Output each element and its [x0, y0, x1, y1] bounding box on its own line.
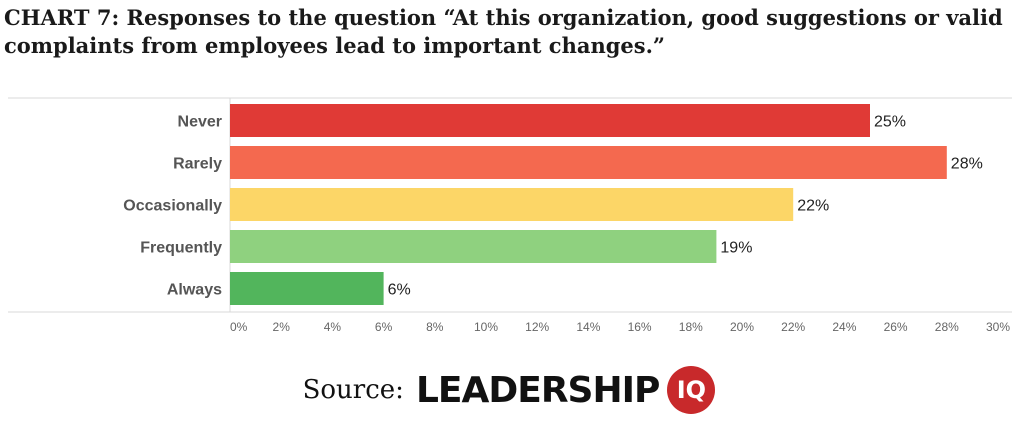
- x-tick-label: 10%: [474, 320, 498, 334]
- value-label-always: 6%: [388, 282, 411, 299]
- bar-occasionally: [230, 188, 794, 221]
- value-label-occasionally: 22%: [797, 198, 829, 215]
- chart-title-line-1: CHART 7: Responses to the question “At t…: [4, 5, 1003, 30]
- bar-frequently: [230, 230, 717, 263]
- x-tick-label: 6%: [375, 320, 393, 334]
- value-label-rarely: 28%: [951, 156, 983, 173]
- x-tick-label: 28%: [935, 320, 959, 334]
- x-tick-label: 16%: [628, 320, 652, 334]
- chart-title: CHART 7: Responses to the question “At t…: [4, 4, 1009, 60]
- bar-never: [230, 104, 870, 137]
- source-label: Source:: [302, 375, 404, 405]
- category-label-always: Always: [167, 282, 222, 299]
- bar-chart: NeverRarelyOccasionallyFrequentlyAlways …: [8, 97, 1012, 334]
- x-tick-label: 24%: [832, 320, 856, 334]
- x-tick-label: 20%: [730, 320, 754, 334]
- x-tick-label: 14%: [576, 320, 600, 334]
- bar-rarely: [230, 146, 947, 179]
- category-label-frequently: Frequently: [140, 240, 222, 257]
- x-tick-label: 0%: [230, 320, 248, 334]
- source-credit: Source: LEADERSHIP IQ: [0, 366, 1018, 414]
- x-tick-label: 12%: [525, 320, 549, 334]
- x-tick-label: 8%: [426, 320, 444, 334]
- value-label-frequently: 19%: [720, 240, 752, 257]
- category-label-rarely: Rarely: [173, 156, 222, 173]
- x-tick-label: 18%: [679, 320, 703, 334]
- leadership-iq-logo-word: LEADERSHIP: [415, 369, 660, 411]
- x-tick-label: 2%: [273, 320, 291, 334]
- category-label-occasionally: Occasionally: [123, 198, 222, 215]
- x-tick-label: 26%: [884, 320, 908, 334]
- value-label-never: 25%: [874, 114, 906, 131]
- leadership-iq-logo-badge: IQ: [667, 366, 716, 414]
- x-tick-label: 30%: [986, 320, 1010, 334]
- category-label-never: Never: [178, 114, 222, 131]
- x-tick-label: 4%: [324, 320, 342, 334]
- x-tick-label: 22%: [781, 320, 805, 334]
- bar-always: [230, 272, 384, 305]
- chart-title-line-2: complaints from employees lead to import…: [4, 33, 665, 58]
